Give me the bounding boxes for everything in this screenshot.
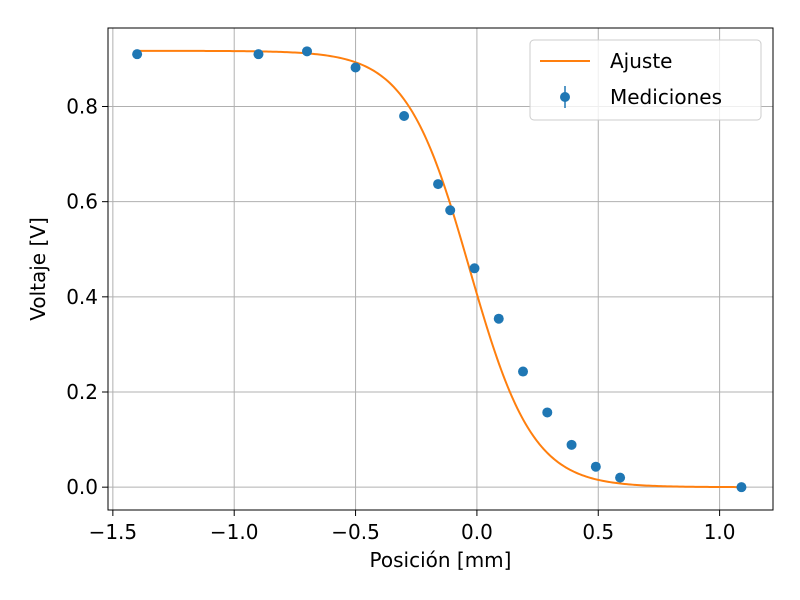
y-axis-ticks: 0.0 0.2 0.4 0.6 0.8 xyxy=(66,95,108,499)
x-tick-label: 0.5 xyxy=(582,520,614,544)
y-tick-label: 0.6 xyxy=(66,190,98,214)
fit-curve-line xyxy=(137,49,744,489)
data-point xyxy=(445,205,456,216)
legend: Ajuste Mediciones xyxy=(529,39,762,121)
data-point xyxy=(590,461,601,472)
data-point xyxy=(253,49,264,60)
data-point xyxy=(518,366,529,377)
legend-measure-marker-swatch xyxy=(560,92,570,102)
x-tick-label: 1.0 xyxy=(704,520,736,544)
fit-curve-layer xyxy=(137,49,744,489)
data-point xyxy=(542,407,553,418)
legend-fit-label: Ajuste xyxy=(610,49,672,73)
data-point xyxy=(615,472,626,483)
data-point xyxy=(302,46,313,57)
plot-frame xyxy=(107,27,774,511)
data-point xyxy=(566,439,577,450)
x-axis-label: Posición [mm] xyxy=(370,548,512,572)
x-tick-label: −0.5 xyxy=(331,520,380,544)
data-point xyxy=(736,482,747,493)
x-tick-label: −1.0 xyxy=(210,520,259,544)
data-point xyxy=(469,263,480,274)
legend-measure-label: Mediciones xyxy=(610,85,722,109)
data-point xyxy=(493,313,504,324)
data-point xyxy=(399,111,410,122)
x-axis-ticks: −1.5 −1.0 −0.5 0.0 0.5 1.0 xyxy=(89,510,736,544)
data-point xyxy=(350,62,361,73)
data-points-layer xyxy=(132,46,747,493)
y-tick-label: 0.4 xyxy=(66,285,98,309)
data-point xyxy=(132,49,143,60)
y-tick-label: 0.8 xyxy=(66,95,98,119)
y-tick-label: 0.0 xyxy=(66,475,98,499)
x-tick-label: −1.5 xyxy=(89,520,138,544)
y-tick-label: 0.2 xyxy=(66,380,98,404)
data-point xyxy=(433,179,444,190)
y-axis-label: Voltaje [V] xyxy=(26,217,50,321)
x-tick-label: 0.0 xyxy=(461,520,493,544)
